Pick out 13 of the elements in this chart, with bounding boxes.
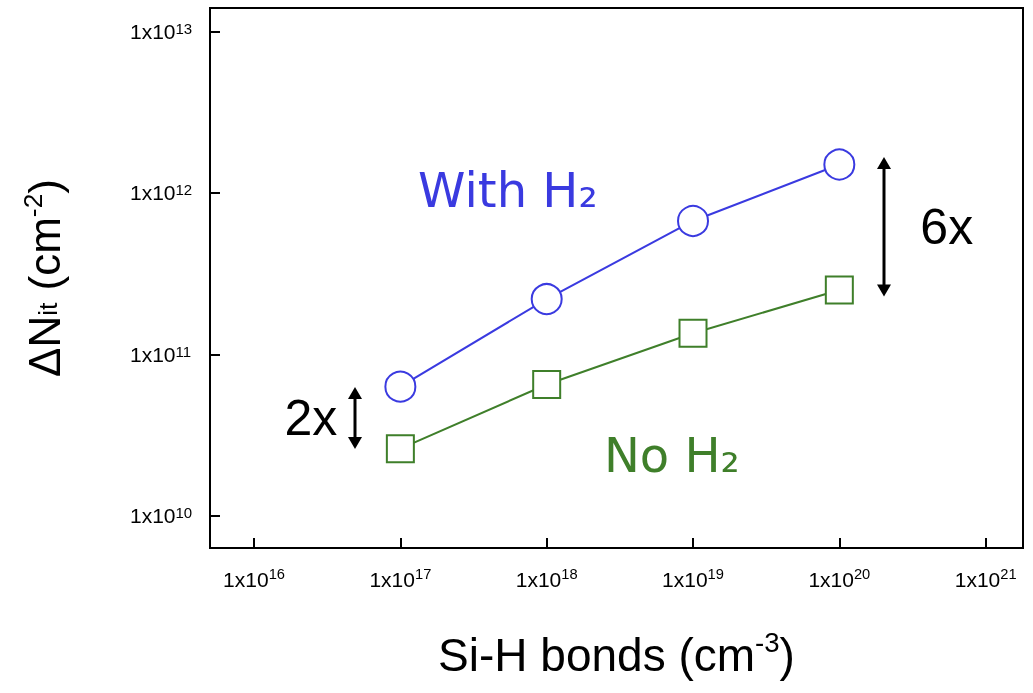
point: [823, 148, 856, 181]
annotation: 2x: [284, 389, 338, 446]
point: [532, 369, 562, 399]
series-label: With H₂: [418, 162, 598, 219]
point: [385, 434, 415, 464]
point: [384, 370, 417, 403]
point: [824, 275, 854, 305]
point: [530, 283, 563, 316]
y-axis-title: ΔNit (cm-2): [17, 178, 70, 378]
series-label: No H₂: [603, 426, 740, 483]
point: [678, 318, 708, 348]
point: [677, 205, 710, 237]
annotation: 6x: [920, 199, 974, 256]
